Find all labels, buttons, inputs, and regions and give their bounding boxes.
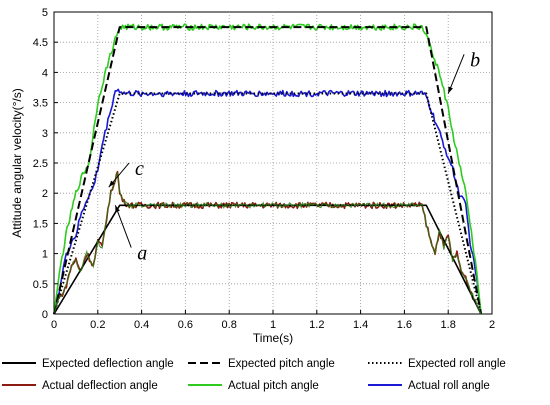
y-tick-label: 1.5 — [33, 218, 48, 230]
y-tick-label: 2 — [42, 188, 48, 200]
y-tick-label: 4.5 — [33, 37, 48, 49]
x-tick-label: 2 — [489, 319, 495, 331]
legend-label: Actual roll angle — [408, 380, 490, 392]
x-tick-label: 1.2 — [309, 319, 324, 331]
x-tick-label: 1 — [270, 319, 276, 331]
annotation-arrow-b — [447, 54, 465, 94]
y-axis-title: Attitude angular velocity(°/s) — [10, 88, 24, 238]
y-tick-label: 5 — [42, 7, 48, 19]
annotation-layer: a b c — [108, 49, 480, 265]
y-tick-label: 3.5 — [33, 98, 48, 110]
y-tick-label: 3 — [42, 128, 48, 140]
x-tick-label: 1.4 — [353, 319, 368, 331]
x-tick-label: 0.8 — [222, 319, 237, 331]
annotation-label-a: a — [137, 243, 147, 265]
annotation-arrowhead-c — [108, 180, 115, 188]
x-axis-title: Time(s) — [253, 331, 293, 345]
y-tick-label: 2.5 — [33, 158, 48, 170]
series-line-actual-pitch-angle — [53, 23, 482, 315]
tick-layer: 0 0.2 0.4 0.6 0.8 1 1.2 1.4 1.6 1.8 2 0 0.5 1 1.5 2 2.5 3… — [33, 7, 495, 331]
y-tick-label: 1 — [42, 249, 48, 261]
legend-label: Actual deflection angle — [42, 380, 158, 392]
series-line-actual-deflection-overlay — [53, 172, 482, 315]
x-tick-label: 1.8 — [441, 319, 456, 331]
y-tick-label: 0.5 — [33, 279, 48, 291]
x-tick-label: 0.4 — [134, 319, 149, 331]
legend-label: Expected pitch angle — [228, 358, 335, 370]
annotation-arrow-a — [114, 205, 132, 248]
x-tick-label: 0.6 — [178, 319, 193, 331]
x-tick-label: 0.2 — [90, 319, 105, 331]
annotation-arrowhead-b — [448, 86, 453, 94]
y-tick-label: 0 — [42, 309, 48, 321]
legend-label: Actual pitch angle — [228, 380, 319, 392]
series-line-actual-roll-angle — [53, 88, 482, 315]
x-tick-label: 1.6 — [397, 319, 412, 331]
annotation-label-c: c — [135, 158, 144, 180]
legend: Expected deflection angle Expected pitch … — [2, 358, 506, 392]
series-line-expected-pitch-angle — [53, 26, 483, 315]
series-layer — [53, 23, 483, 315]
legend-label: Expected deflection angle — [42, 358, 174, 370]
grid — [54, 12, 492, 314]
annotation-arrowhead-a — [115, 205, 120, 213]
annotation-label-b: b — [470, 49, 480, 71]
y-tick-label: 4 — [42, 67, 48, 79]
x-tick-label: 0 — [51, 319, 57, 331]
legend-label: Expected roll angle — [408, 358, 506, 370]
